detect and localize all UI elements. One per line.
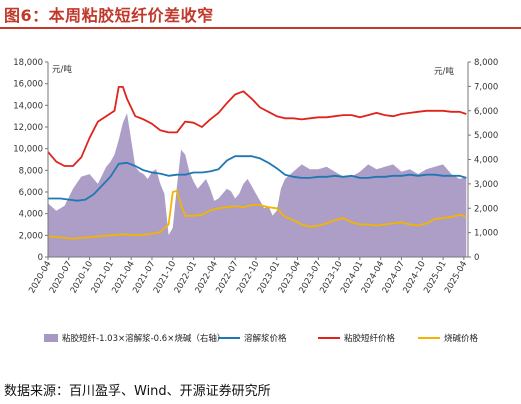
y-right-tick-label: 2,000 — [474, 204, 498, 214]
y-right-tick-label: 6,000 — [474, 107, 498, 117]
figure-title-bar: 图6：本周粘胶短纤价差收窄 — [0, 0, 521, 29]
legend-item-caustic-soda: 烧碱价格 — [418, 333, 479, 344]
legend-label: 溶解浆价格 — [244, 333, 287, 344]
y-left-tick-label: 14,000 — [13, 101, 43, 111]
y-left-tick-label: 4,000 — [19, 210, 43, 220]
area-series-spread — [48, 113, 467, 257]
chart-canvas: 0 2,000 4,000 6,000 8,000 10,000 12,000 14,000 1… — [13, 58, 498, 344]
line-series-viscose-staple — [47, 86, 467, 167]
y-right-tick-label: 8,000 — [474, 58, 498, 68]
y-left-tick-label: 12,000 — [13, 123, 43, 133]
y-left-tick-label: 10,000 — [13, 145, 43, 155]
y-left-tick-label: 8,000 — [19, 166, 43, 176]
y-right-tick-label: 0 — [474, 253, 479, 263]
legend-label: 粘胶短纤价格 — [344, 333, 396, 344]
y-right-tick-label: 1,000 — [474, 229, 498, 239]
legend-item-viscose-staple: 粘胶短纤价格 — [318, 333, 396, 344]
legend-label: 烧碱价格 — [444, 333, 479, 344]
legend-item-spread: 粘胶短纤-1.03×溶解浆-0.6×烧碱（右轴） — [44, 333, 225, 344]
y-left-tick-label: 2,000 — [19, 231, 43, 241]
legend-label: 粘胶短纤-1.03×溶解浆-0.6×烧碱（右轴） — [62, 333, 225, 344]
line-series-caustic-soda — [47, 190, 467, 240]
y-right-tick-label: 7,000 — [474, 82, 498, 92]
y-right-tick-label: 4,000 — [474, 156, 498, 166]
y-right-unit: 元/吨 — [434, 66, 454, 77]
data-source: 数据来源：百川盈孚、Wind、开源证券研究所 — [4, 384, 271, 399]
line-series-dissolving-pulp — [48, 155, 467, 202]
legend-swatch — [44, 334, 58, 342]
y-left-unit: 元/吨 — [52, 64, 72, 75]
legend-item-dissolving-pulp: 溶解浆价格 — [218, 333, 287, 344]
y-left-tick-label: 18,000 — [13, 58, 43, 68]
y-left-tick-label: 0 — [38, 253, 43, 263]
y-left-tick-label: 6,000 — [19, 188, 43, 198]
figure-title: 图6：本周粘胶短纤价差收窄 — [4, 6, 214, 25]
y-right-tick-label: 5,000 — [474, 131, 498, 141]
y-right-tick-label: 3,000 — [474, 180, 498, 190]
y-left-tick-label: 16,000 — [13, 80, 43, 90]
